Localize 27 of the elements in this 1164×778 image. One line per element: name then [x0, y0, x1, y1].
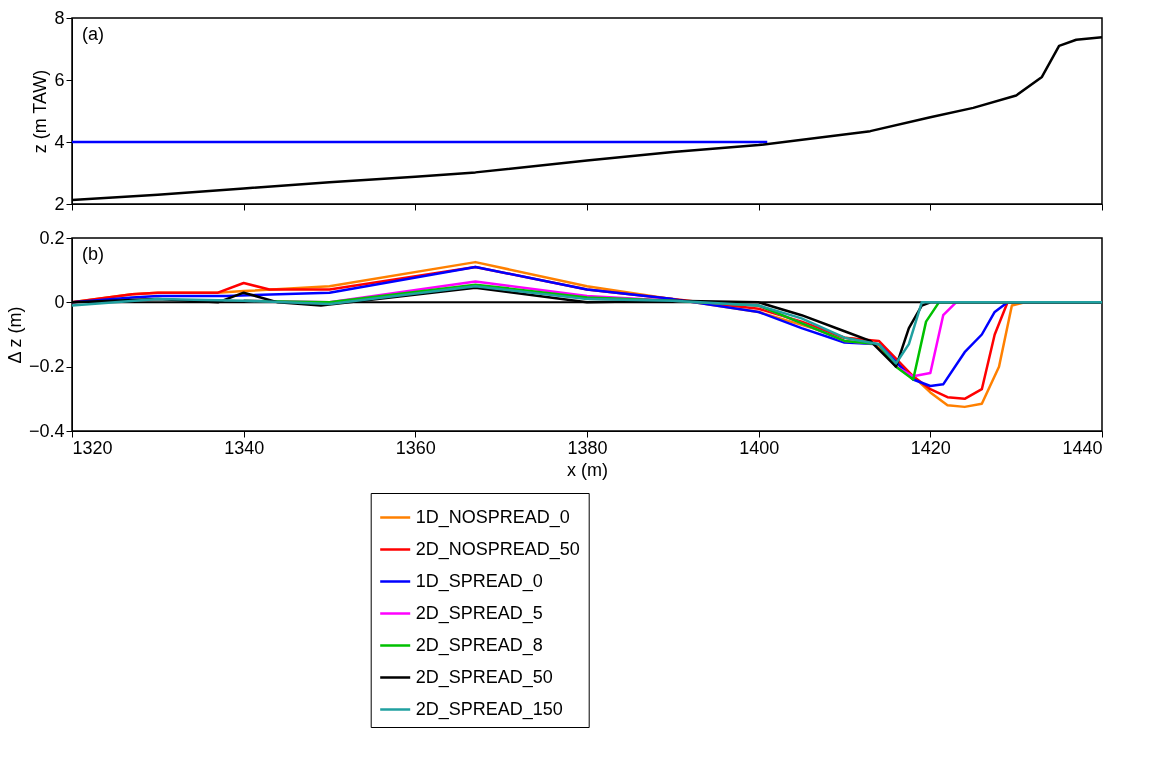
- y-axis-title: z (m TAW): [30, 69, 51, 154]
- y-tick-label: 0: [54, 291, 65, 312]
- y-tick-label: 8: [54, 7, 65, 28]
- y-tick-label: −0.2: [28, 356, 65, 377]
- x-tick-label: 1320: [72, 437, 113, 458]
- legend-label: 2D_SPREAD_150: [415, 698, 563, 720]
- y-tick-label: 6: [54, 69, 65, 90]
- y-tick-label: 2: [54, 193, 65, 214]
- y-tick-label: −0.4: [28, 420, 65, 441]
- x-tick-label: 1360: [395, 437, 436, 458]
- annotation: (a): [82, 24, 104, 44]
- x-tick-label: 1380: [567, 437, 608, 458]
- legend-label: 1D_NOSPREAD_0: [415, 506, 570, 528]
- legend-label: 1D_SPREAD_0: [415, 570, 543, 592]
- annotation: (b): [82, 244, 104, 264]
- x-tick-label: 1340: [224, 437, 265, 458]
- x-tick-label: 1440: [1062, 437, 1103, 458]
- x-tick-label: 1400: [739, 437, 780, 458]
- legend-label: 2D_SPREAD_50: [415, 666, 553, 688]
- y-tick-label: 0.2: [39, 227, 65, 248]
- x-axis-title: x (m): [567, 459, 608, 480]
- legend-label: 2D_NOSPREAD_50: [415, 538, 580, 560]
- x-tick-label: 1420: [910, 437, 951, 458]
- y-axis-title: Δ z (m): [4, 306, 25, 364]
- legend-label: 2D_SPREAD_8: [415, 634, 543, 656]
- legend-label: 2D_SPREAD_5: [415, 602, 543, 624]
- y-tick-label: 4: [54, 131, 65, 152]
